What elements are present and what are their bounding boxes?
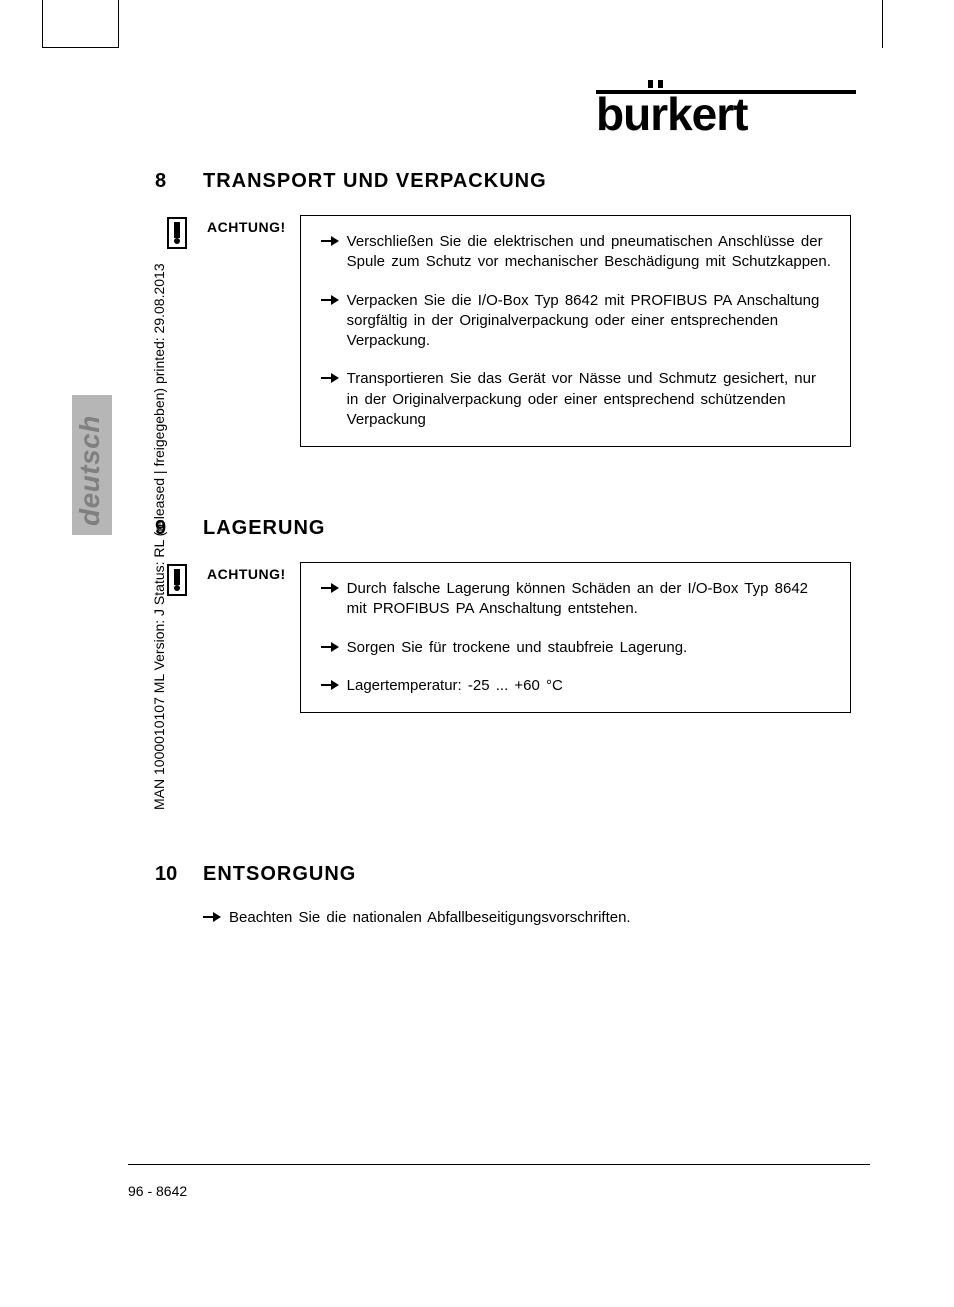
arrow-icon (321, 372, 339, 384)
bullet-item: Durch falsche Lagerung können Schäden an… (315, 579, 832, 620)
section-title: TRANSPORT UND VERPACKUNG (203, 170, 547, 193)
section-transport: 8 TRANSPORT UND VERPACKUNG ACHTUNG! Vers… (155, 170, 865, 447)
bullet-item: Verpacken Sie die I/O-Box Typ 8642 mit P… (315, 291, 832, 352)
burkert-logo: burkert (596, 80, 856, 141)
page-footer: 96 - 8642 (128, 1183, 187, 1199)
arrow-icon (321, 294, 339, 306)
crop-mark-left (42, 0, 119, 48)
attention-box: Verschließen Sie die elektrischen und pn… (300, 215, 851, 447)
bullet-item: Sorgen Sie für trockene und staubfreie L… (315, 638, 832, 658)
section-title: LAGERUNG (203, 517, 325, 540)
page-content: 8 TRANSPORT UND VERPACKUNG ACHTUNG! Vers… (155, 170, 865, 978)
attention-icon (167, 564, 193, 596)
section-number: 10 (155, 863, 203, 886)
bullet-text: Durch falsche Lagerung können Schäden an… (347, 579, 832, 620)
bullet-text: Sorgen Sie für trockene und staubfreie L… (347, 638, 688, 658)
attention-box: Durch falsche Lagerung können Schäden an… (300, 562, 851, 713)
arrow-icon (321, 679, 339, 691)
bullet-item: Beachten Sie die nationalen Abfallbeseit… (203, 908, 865, 928)
bullet-item: Verschließen Sie die elektrischen und pn… (315, 232, 832, 273)
bullet-text: Verpacken Sie die I/O-Box Typ 8642 mit P… (347, 291, 832, 352)
bullet-text: Transportieren Sie das Gerät vor Nässe u… (347, 369, 832, 430)
section-lagerung: 9 LAGERUNG ACHTUNG! Durch falsche Lageru… (155, 517, 865, 713)
bullet-text: Beachten Sie die nationalen Abfallbeseit… (229, 908, 631, 928)
arrow-icon (321, 582, 339, 594)
arrow-icon (321, 641, 339, 653)
attention-label: ACHTUNG! (207, 566, 286, 582)
bullet-item: Lagertemperatur: -25 ... +60 °C (315, 676, 832, 696)
svg-text:burkert: burkert (596, 88, 748, 136)
section-number: 9 (155, 517, 203, 540)
section-title: ENTSORGUNG (203, 863, 356, 886)
attention-label: ACHTUNG! (207, 219, 286, 235)
crop-mark-right (882, 0, 883, 48)
bullet-text: Verschließen Sie die elektrischen und pn… (347, 232, 832, 273)
bullet-item: Transportieren Sie das Gerät vor Nässe u… (315, 369, 832, 430)
footer-rule (128, 1164, 870, 1165)
bullet-text: Lagertemperatur: -25 ... +60 °C (347, 676, 563, 696)
arrow-icon (203, 911, 221, 923)
section-number: 8 (155, 170, 203, 193)
arrow-icon (321, 235, 339, 247)
attention-icon (167, 217, 193, 249)
language-tab-text: deutsch (74, 386, 106, 526)
section-entsorgung: 10 ENTSORGUNG Beachten Sie die nationale… (155, 863, 865, 928)
